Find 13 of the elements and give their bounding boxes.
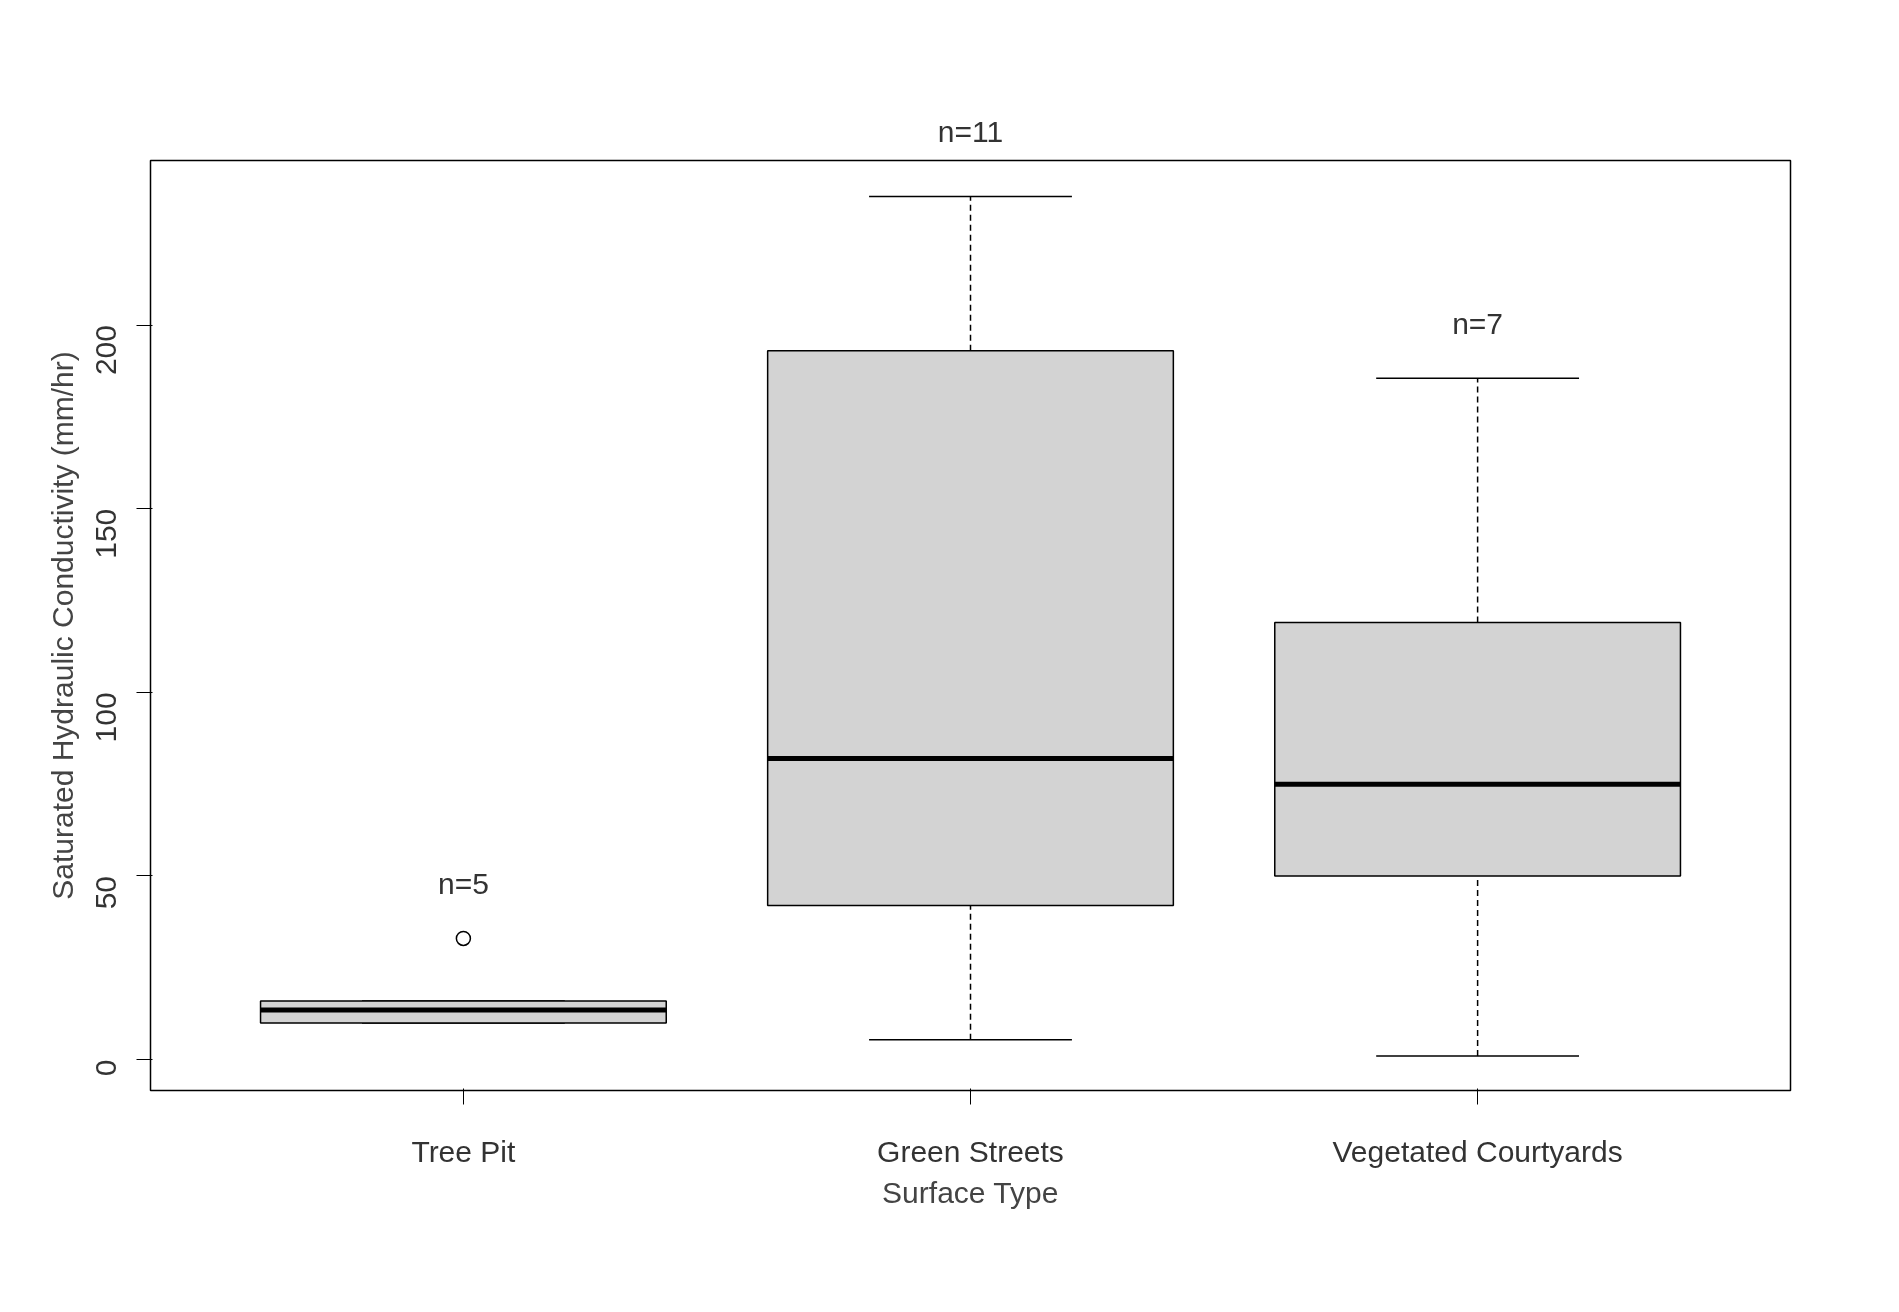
y-tick-label: 150 xyxy=(89,508,123,559)
x-axis-title: Surface Type xyxy=(882,1175,1059,1209)
annotation: n=5 xyxy=(437,866,489,900)
y-axis-title: Saturated Hydraulic Conductivity (mm/hr) xyxy=(45,351,79,900)
y-tick-label: 200 xyxy=(89,325,123,376)
x-tick-label: Tree Pit xyxy=(411,1134,517,1168)
y-tick-label: 0 xyxy=(89,1059,123,1077)
annotation: n=7 xyxy=(1452,306,1504,340)
y-tick-label: 50 xyxy=(89,875,123,910)
y-tick-label: 100 xyxy=(89,692,123,743)
x-tick-label: Green Streets xyxy=(877,1134,1064,1168)
x-tick-label: Vegetated Courtyards xyxy=(1332,1134,1623,1168)
text: n=11 xyxy=(937,115,1004,148)
